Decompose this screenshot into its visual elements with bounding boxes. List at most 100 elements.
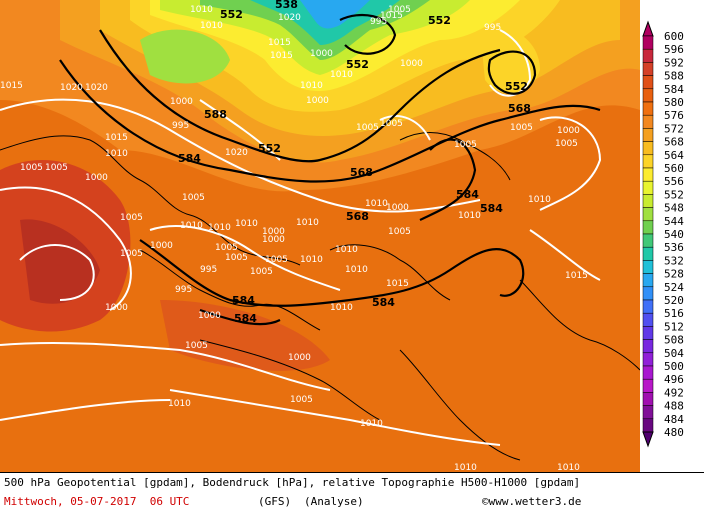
geopotential-label: 552 — [346, 58, 369, 71]
band-528 — [300, 0, 370, 29]
scale-label: 500 — [664, 360, 684, 373]
pressure-label: 1005 — [250, 267, 273, 277]
pressure-label: 995 — [200, 265, 217, 275]
scale-label: 512 — [664, 320, 684, 333]
geopotential-label: 568 — [350, 166, 373, 179]
scale-swatch — [642, 378, 654, 393]
pressure-label: 1010 — [235, 219, 258, 229]
scale-swatch — [642, 418, 654, 433]
pressure-label: 995 — [175, 285, 192, 295]
pressure-label: 1020 — [60, 83, 83, 93]
warm-south — [160, 300, 330, 371]
scale-swatch — [642, 114, 654, 129]
scale-label: 532 — [664, 254, 684, 267]
scale-swatch — [642, 194, 654, 208]
scale-swatch — [642, 352, 654, 367]
geopotential-label: 584 — [178, 152, 201, 165]
footer-model: (GFS) — [258, 495, 292, 508]
low-ne — [480, 27, 540, 94]
pressure-label: 1010 — [200, 21, 223, 31]
pressure-label: 1010 — [208, 223, 231, 233]
footer-description: 500 hPa Geopotential [gpdam], Bodendruck… — [4, 476, 581, 489]
scale-label: 508 — [664, 334, 684, 347]
scale-label: 536 — [664, 241, 684, 254]
pressure-label: 1010 — [335, 245, 358, 255]
pressure-label: 1010 — [345, 265, 368, 275]
geopotential-label: 552 — [220, 8, 243, 21]
scale-label: 584 — [664, 83, 684, 96]
pressure-label: 1000 — [198, 311, 221, 321]
scale-swatch — [642, 299, 654, 314]
scale-label: 524 — [664, 281, 684, 294]
scale-label: 504 — [664, 347, 684, 360]
pressure-label: 1010 — [458, 211, 481, 221]
pressure-labels: 1010 1010 1020 1005 1015 1015 1010 1005 … — [0, 5, 588, 472]
scale-swatch — [642, 286, 654, 301]
scale-swatch — [642, 326, 654, 340]
geopotential-label: 568 — [508, 102, 531, 115]
color-scale-legend: 600 596 592 588 584 580 576 572 568 564 560 556 552 5… — [640, 0, 704, 472]
pressure-label: 1015 — [0, 81, 23, 91]
scale-label: 560 — [664, 162, 684, 175]
pressure-label: 1000 — [85, 173, 108, 183]
scale-swatch — [642, 207, 654, 222]
pressure-label: 1010 — [528, 195, 551, 205]
pressure-label: 1000 — [150, 241, 173, 251]
scale-label: 568 — [664, 136, 684, 149]
scale-swatch — [642, 273, 654, 288]
pressure-label: 995 — [370, 17, 387, 27]
scale-swatch — [642, 101, 654, 116]
footer-copyright: ©www.wetter3.de — [482, 495, 582, 508]
scale-label: 552 — [664, 188, 684, 201]
pressure-label: 1000 — [306, 96, 329, 106]
scale-label: 516 — [664, 307, 684, 320]
pressure-label: 1000 — [262, 227, 285, 237]
pressure-label: 1005 — [215, 243, 238, 253]
pressure-label: 1000 — [170, 97, 193, 107]
geopotential-label: 584 — [456, 188, 479, 201]
footer-date: Mittwoch, 05-07-2017 06 UTC — [4, 495, 190, 508]
pressure-label: 1000 — [557, 126, 580, 136]
geopotential-label: 584 — [234, 312, 257, 325]
scale-label: 480 — [664, 426, 684, 439]
pressure-label: 1010 — [330, 70, 353, 80]
scale-label: 564 — [664, 149, 684, 162]
pressure-label: 1020 — [85, 83, 108, 93]
scale-label: 576 — [664, 109, 684, 122]
geopotential-labels: 552 538 552 552 552 588 568 552 584 568 … — [178, 0, 531, 325]
scale-swatch — [642, 48, 654, 63]
scale-label: 588 — [664, 70, 684, 83]
pressure-label: 1010 — [300, 255, 323, 265]
pressure-label: 1000 — [400, 59, 423, 69]
pressure-label: 1005 — [120, 213, 143, 223]
pressure-label: 1005 — [182, 193, 205, 203]
scale-label: 548 — [664, 202, 684, 215]
pressure-label: 1010 — [168, 399, 191, 409]
scale-swatch — [642, 260, 654, 274]
pressure-label: 995 — [484, 23, 501, 33]
pressure-label: 1005 — [380, 119, 403, 129]
scale-swatch — [642, 167, 654, 182]
scale-label: 600 — [664, 30, 684, 43]
scale-label: 488 — [664, 400, 684, 413]
scale-swatch — [642, 154, 654, 169]
geopotential-lines — [59, 13, 601, 326]
pressure-label: 1015 — [380, 11, 403, 21]
pressure-label: 1005 — [265, 255, 288, 265]
scale-swatch — [642, 339, 654, 354]
pressure-label: 1005 — [185, 341, 208, 351]
scale-label: 556 — [664, 175, 684, 188]
hottest-region — [20, 219, 100, 304]
footer-mode: (Analyse) — [304, 495, 364, 508]
geopotential-label: 584 — [232, 294, 255, 307]
scale-swatch — [642, 75, 654, 90]
pressure-label: 1005 — [454, 140, 477, 150]
pressure-label: 1020 — [278, 13, 301, 23]
scale-swatch — [642, 141, 654, 156]
scale-label: 592 — [664, 56, 684, 69]
pressure-label: 1015 — [386, 279, 409, 289]
pressure-label: 1010 — [180, 221, 203, 231]
pressure-label: 1010 — [300, 81, 323, 91]
scale-swatch — [642, 180, 654, 195]
pressure-label: 1000 — [288, 353, 311, 363]
